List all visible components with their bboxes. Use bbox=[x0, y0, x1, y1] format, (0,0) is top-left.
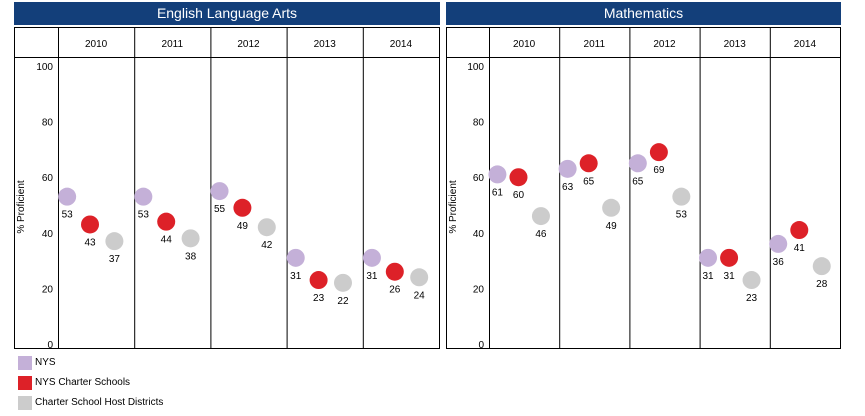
ela-data-label-charter-2011: 44 bbox=[161, 235, 173, 246]
math-point-host-2014 bbox=[812, 257, 831, 276]
math-chart: 0 20 40 60 80 100 % Proficient 2010 61 60 46 2011 63… bbox=[446, 27, 841, 349]
math-data-label-nys-2011: 63 bbox=[562, 182, 574, 193]
ela-y-tick-label: 80 bbox=[42, 118, 54, 129]
math-point-host-2013 bbox=[742, 271, 761, 290]
math-y-tick-label: 100 bbox=[467, 62, 484, 73]
math-data-label-host-2013: 23 bbox=[746, 293, 758, 304]
math-data-label-charter-2011: 65 bbox=[583, 176, 595, 187]
ela-point-host-2010 bbox=[105, 232, 124, 251]
legend-swatch-nys bbox=[18, 356, 32, 370]
math-category-label-2012: 2012 bbox=[653, 39, 676, 50]
math-data-label-nys-2010: 61 bbox=[492, 187, 504, 198]
ela-data-label-charter-2010: 43 bbox=[84, 237, 96, 248]
math-point-nys-2013 bbox=[699, 248, 718, 267]
ela-point-nys-2013 bbox=[286, 248, 305, 267]
math-point-charter-2014 bbox=[790, 221, 809, 240]
ela-point-charter-2012 bbox=[233, 198, 252, 217]
math-y-tick-label: 80 bbox=[473, 118, 485, 129]
ela-y-tick-label: 60 bbox=[42, 173, 54, 184]
math-point-charter-2011 bbox=[579, 154, 598, 173]
ela-category-label-2013: 2013 bbox=[314, 39, 337, 50]
ela-data-label-charter-2014: 26 bbox=[389, 285, 401, 296]
ela-point-charter-2010 bbox=[81, 215, 100, 234]
math-point-nys-2014 bbox=[769, 234, 788, 253]
math-point-charter-2012 bbox=[649, 143, 668, 162]
math-data-label-nys-2014: 36 bbox=[773, 257, 785, 268]
ela-category-label-2014: 2014 bbox=[390, 39, 413, 50]
math-point-host-2011 bbox=[602, 198, 621, 217]
math-y-tick-label: 40 bbox=[473, 229, 485, 240]
ela-y-tick-label: 0 bbox=[47, 340, 53, 349]
legend-swatch-charter bbox=[18, 376, 32, 390]
math-point-nys-2012 bbox=[628, 154, 647, 173]
ela-data-label-host-2010: 37 bbox=[109, 254, 121, 265]
legend-swatch-host bbox=[18, 396, 32, 410]
ela-point-nys-2011 bbox=[134, 187, 153, 206]
math-frame bbox=[446, 27, 841, 349]
ela-data-label-nys-2013: 31 bbox=[290, 271, 302, 282]
math-data-label-charter-2014: 41 bbox=[794, 243, 806, 254]
math-data-label-charter-2012: 69 bbox=[653, 165, 665, 176]
math-y-tick-label: 60 bbox=[473, 173, 485, 184]
math-data-label-nys-2012: 65 bbox=[632, 176, 644, 187]
math-point-charter-2010 bbox=[509, 168, 528, 187]
math-point-host-2010 bbox=[531, 207, 550, 226]
math-data-label-charter-2010: 60 bbox=[513, 190, 525, 201]
ela-point-host-2013 bbox=[333, 273, 352, 292]
ela-point-nys-2012 bbox=[210, 182, 229, 201]
math-category-label-2014: 2014 bbox=[794, 39, 817, 50]
ela-y-tick-label: 20 bbox=[42, 284, 54, 295]
math-data-label-host-2011: 49 bbox=[606, 221, 618, 232]
ela-data-label-host-2014: 24 bbox=[414, 290, 426, 301]
ela-data-label-charter-2013: 23 bbox=[313, 293, 325, 304]
math-category-label-2011: 2011 bbox=[584, 39, 606, 50]
ela-data-label-host-2011: 38 bbox=[185, 251, 197, 262]
ela-category-label-2012: 2012 bbox=[237, 39, 260, 50]
math-data-label-host-2014: 28 bbox=[816, 279, 828, 290]
math-chart-title: Mathematics bbox=[446, 2, 841, 25]
ela-data-label-charter-2012: 49 bbox=[237, 221, 249, 232]
ela-category-label-2010: 2010 bbox=[85, 39, 108, 50]
ela-data-label-nys-2012: 55 bbox=[214, 204, 226, 215]
ela-point-nys-2014 bbox=[362, 248, 381, 267]
ela-data-label-host-2013: 22 bbox=[337, 296, 349, 307]
math-point-nys-2010 bbox=[488, 165, 507, 184]
math-point-charter-2013 bbox=[720, 248, 739, 267]
ela-data-label-nys-2010: 53 bbox=[62, 210, 74, 221]
legend-label-nys: NYS bbox=[35, 357, 56, 368]
ela-point-nys-2010 bbox=[58, 187, 77, 206]
math-data-label-host-2012: 53 bbox=[676, 210, 688, 221]
legend-label-charter: NYS Charter Schools bbox=[35, 377, 131, 388]
math-y-axis-title: % Proficient bbox=[448, 180, 459, 234]
ela-point-host-2012 bbox=[257, 218, 276, 237]
math-data-label-nys-2013: 31 bbox=[702, 271, 714, 282]
ela-y-tick-label: 40 bbox=[42, 229, 54, 240]
math-point-nys-2011 bbox=[558, 159, 577, 178]
ela-point-charter-2014 bbox=[385, 262, 404, 281]
ela-category-label-2011: 2011 bbox=[162, 39, 184, 50]
math-y-tick-label: 20 bbox=[473, 284, 485, 295]
legend-label-host: Charter School Host Districts bbox=[35, 397, 164, 408]
ela-point-charter-2013 bbox=[309, 271, 328, 290]
math-data-label-charter-2013: 31 bbox=[724, 271, 736, 282]
math-data-label-host-2010: 46 bbox=[535, 229, 547, 240]
ela-y-axis-title: % Proficient bbox=[16, 180, 27, 234]
math-category-label-2013: 2013 bbox=[724, 39, 747, 50]
ela-data-label-nys-2011: 53 bbox=[138, 210, 150, 221]
ela-y-tick-label: 100 bbox=[36, 62, 53, 73]
math-y-tick-label: 0 bbox=[478, 340, 484, 349]
ela-data-label-nys-2014: 31 bbox=[366, 271, 378, 282]
ela-point-host-2014 bbox=[410, 268, 429, 287]
ela-chart-title: English Language Arts bbox=[14, 2, 440, 25]
ela-data-label-host-2012: 42 bbox=[261, 240, 273, 251]
math-category-label-2010: 2010 bbox=[513, 39, 536, 50]
math-point-host-2012 bbox=[672, 187, 691, 206]
ela-point-host-2011 bbox=[181, 229, 200, 248]
ela-chart: 0 20 40 60 80 100 % Proficient 2010 53 43 37 2011 53… bbox=[14, 27, 440, 349]
ela-point-charter-2011 bbox=[157, 212, 176, 231]
